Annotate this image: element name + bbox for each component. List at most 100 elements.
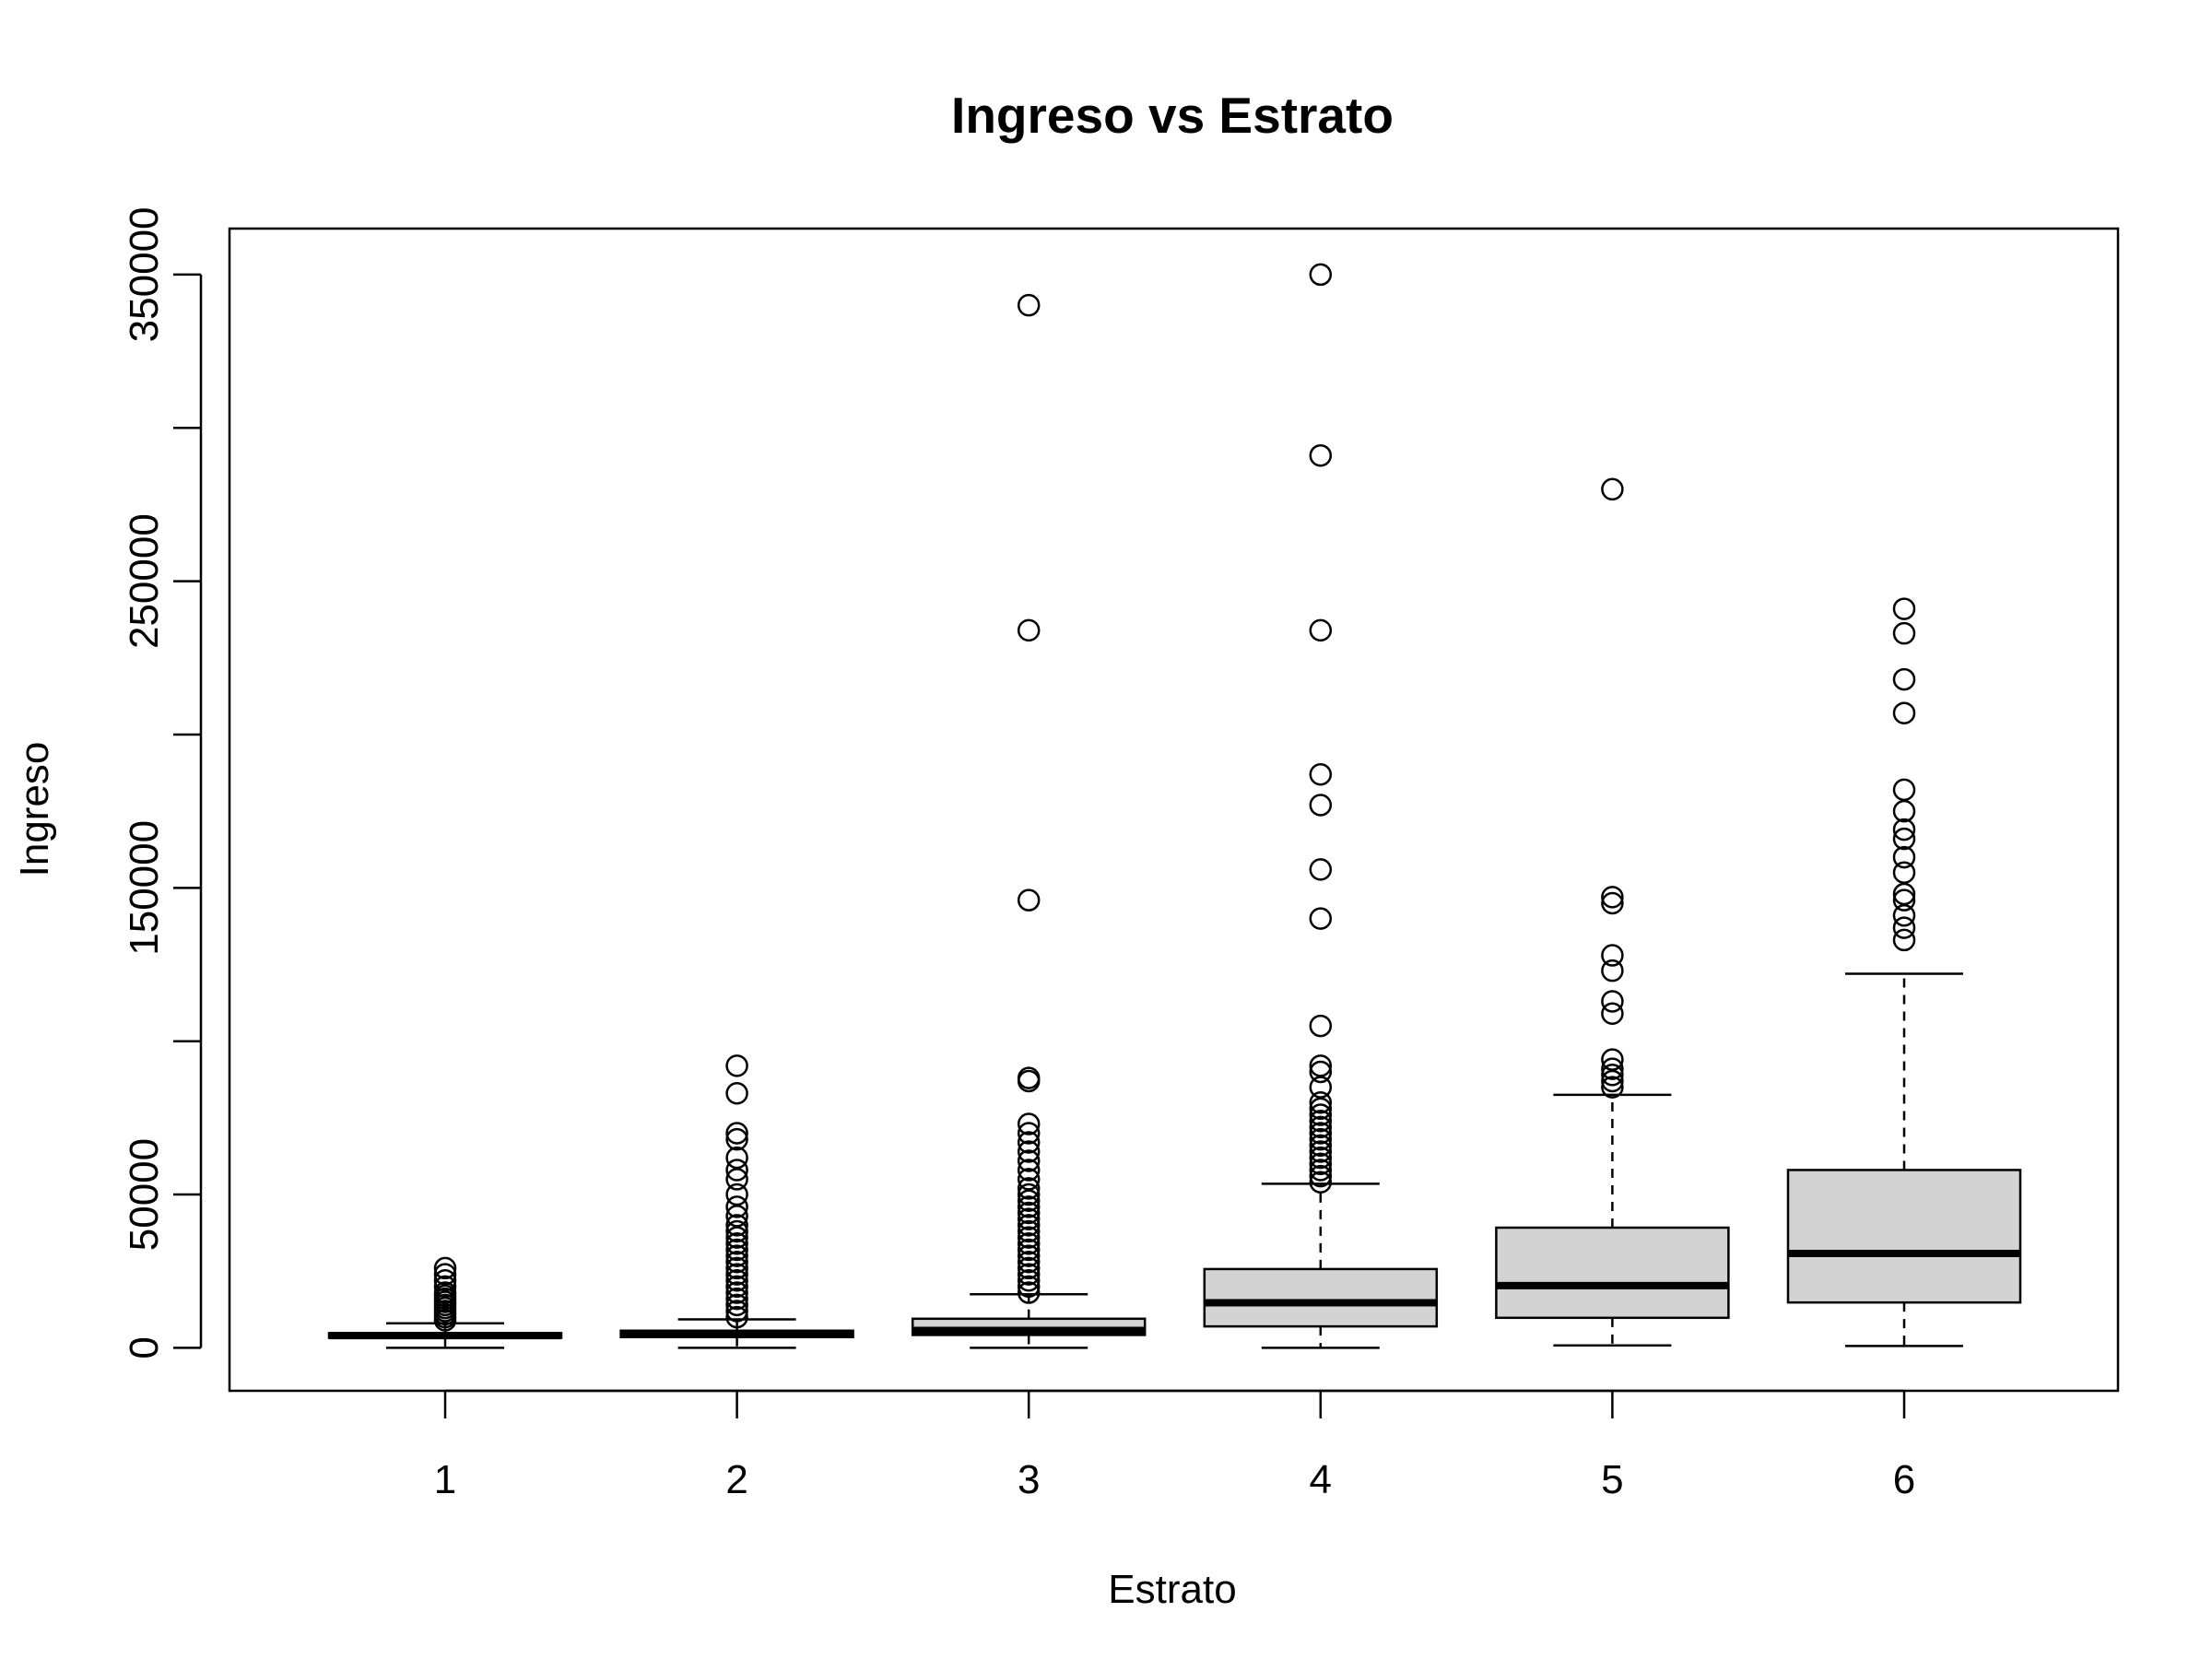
outlier-point	[1017, 1140, 1041, 1163]
outlier-point	[1017, 1159, 1041, 1182]
outlier-point	[1309, 1060, 1333, 1084]
outlier-point	[1309, 1159, 1333, 1182]
outlier-point	[1017, 1256, 1041, 1280]
outlier-point	[1601, 959, 1624, 982]
outlier-point	[1892, 701, 1916, 724]
outlier-point	[1309, 1115, 1333, 1139]
y-tick-label: 350000	[122, 206, 167, 342]
x-tick-label: 3	[1018, 1457, 1040, 1502]
outlier-point	[1601, 477, 1624, 501]
outlier-point	[1892, 818, 1916, 841]
outlier-point	[725, 1054, 748, 1077]
y-tick-label: 50000	[122, 1138, 167, 1251]
outlier-point	[725, 1263, 748, 1286]
outlier-point	[1601, 944, 1624, 967]
outlier-point	[1309, 1164, 1333, 1188]
outlier-point	[1017, 1207, 1041, 1230]
outlier-point	[1601, 891, 1624, 915]
outlier-point	[725, 1168, 748, 1191]
outlier-point	[725, 1300, 748, 1323]
outlier-point	[725, 1251, 748, 1274]
outlier-point	[1601, 1002, 1624, 1026]
outlier-point	[1017, 1244, 1041, 1267]
outlier-point	[1017, 293, 1041, 317]
outlier-point	[1017, 1275, 1041, 1299]
outlier-point	[1017, 1131, 1041, 1154]
outlier-point	[1017, 1263, 1041, 1286]
outlier-point	[725, 1256, 748, 1280]
outlier-point	[1892, 778, 1916, 802]
outlier-point	[725, 1238, 748, 1262]
outlier-point	[1309, 263, 1333, 287]
x-tick-label: 1	[434, 1457, 456, 1502]
outlier-point	[725, 1226, 748, 1249]
outlier-point	[1892, 845, 1916, 869]
outlier-point	[1309, 1134, 1333, 1158]
outlier-point	[1892, 888, 1916, 912]
box-estrato-3	[911, 293, 1147, 1349]
y-tick-label: 0	[122, 1336, 167, 1359]
outlier-point	[433, 1256, 457, 1280]
outlier-point	[1017, 888, 1041, 912]
outlier-point	[1892, 882, 1916, 906]
outlier-point	[1892, 827, 1916, 851]
outlier-point	[1017, 1189, 1041, 1212]
x-tick-label: 2	[725, 1457, 747, 1502]
outlier-point	[1309, 1171, 1333, 1194]
outlier-point	[1309, 1076, 1333, 1099]
outlier-point	[1017, 1066, 1041, 1089]
outlier-point	[1309, 762, 1333, 786]
y-axis-label: Ingreso	[12, 742, 57, 877]
outlier-point	[1017, 1168, 1041, 1191]
iqr-box	[1203, 1267, 1439, 1328]
outlier-point	[1017, 1195, 1041, 1218]
outlier-point	[1017, 1226, 1041, 1249]
outlier-point	[1601, 1064, 1624, 1087]
x-tick-label: 6	[1893, 1457, 1915, 1502]
box-estrato-2	[619, 1054, 854, 1349]
outlier-point	[1017, 1112, 1041, 1135]
outlier-point	[725, 1244, 748, 1267]
box-estrato-4	[1203, 263, 1439, 1349]
outlier-point	[1309, 1127, 1333, 1151]
outlier-point	[1309, 1140, 1333, 1163]
outlier-point	[1017, 1214, 1041, 1237]
outlier-point	[1309, 1014, 1333, 1038]
outlier-point	[725, 1205, 748, 1228]
outlier-point	[1892, 667, 1916, 691]
outlier-point	[1601, 990, 1624, 1013]
x-axis: 1 2 3 4 5 6	[434, 1389, 1915, 1502]
outlier-point	[1017, 1268, 1041, 1292]
outlier-point	[1309, 1146, 1333, 1170]
outlier-point	[433, 1275, 457, 1299]
iqr-box	[1495, 1226, 1730, 1320]
outlier-point	[1309, 618, 1333, 642]
outlier-point	[1017, 1122, 1041, 1145]
outlier-point	[1017, 618, 1041, 642]
outlier-point	[725, 1159, 748, 1182]
outlier-point	[1309, 794, 1333, 817]
outlier-point	[725, 1122, 748, 1145]
outlier-point	[1309, 443, 1333, 467]
outlier-point	[725, 1214, 748, 1237]
outlier-point	[1601, 1048, 1624, 1071]
outlier-point	[725, 1127, 748, 1151]
outlier-point	[1892, 861, 1916, 884]
outlier-point	[725, 1182, 748, 1206]
outlier-point	[1017, 1238, 1041, 1262]
outlier-point	[1309, 907, 1333, 930]
outlier-point	[1892, 597, 1916, 620]
box-estrato-6	[1786, 597, 2022, 1347]
outlier-point	[1017, 1232, 1041, 1255]
outlier-point	[1309, 1054, 1333, 1077]
y-axis: 0 50000 150000 250000 350000	[122, 206, 203, 1359]
outlier-point	[1309, 1122, 1333, 1145]
outlier-point	[1601, 886, 1624, 909]
outlier-point	[1017, 1251, 1041, 1274]
outlier-point	[725, 1219, 748, 1243]
box-series	[327, 263, 2022, 1349]
outlier-point	[725, 1293, 748, 1317]
outlier-point	[1892, 928, 1916, 952]
